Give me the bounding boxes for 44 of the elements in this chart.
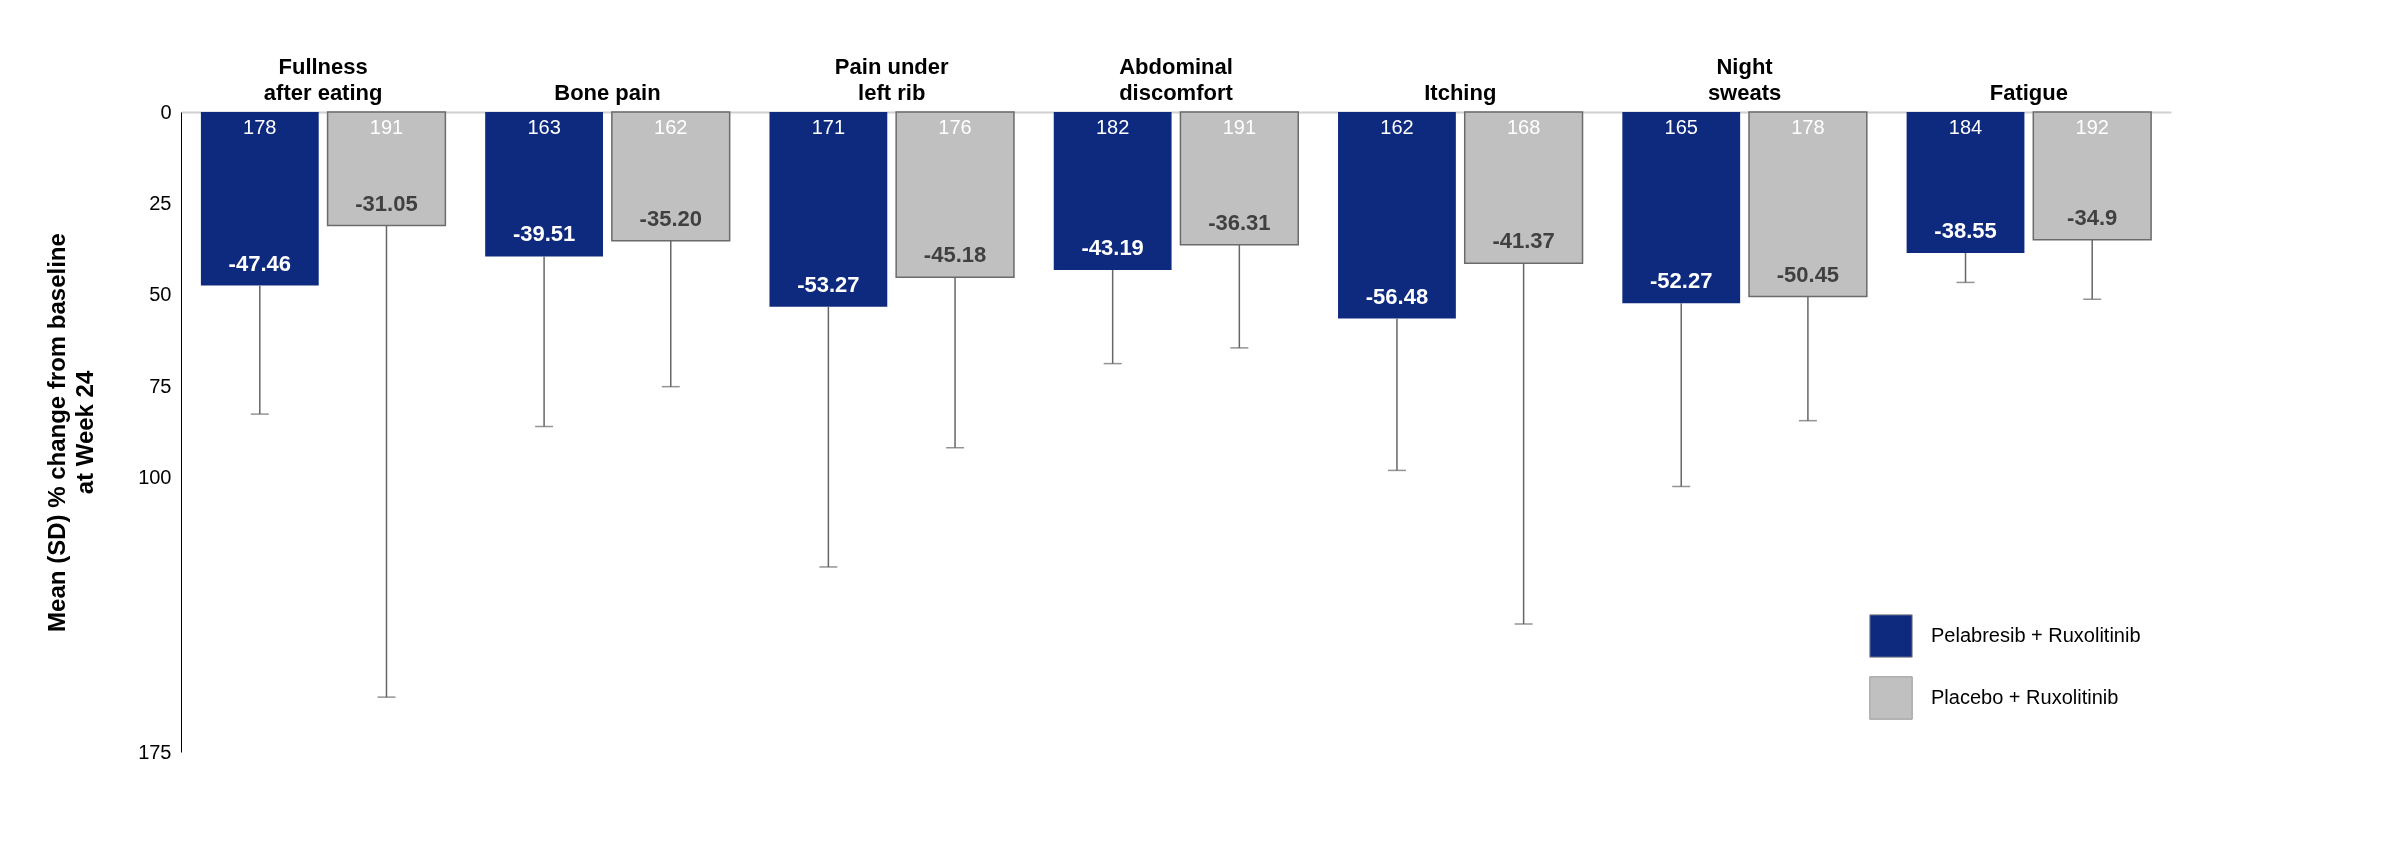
x-tick-label: Itching [1424, 79, 1497, 105]
data-label: -34.9 [2067, 204, 2118, 230]
y-tick-label: 75 [149, 374, 172, 397]
y-axis-title: Mean (SD) % change from baseline at Week 24 [43, 233, 99, 632]
x-tick-label: Fullness after eating [263, 53, 383, 105]
annotation: 162 [1380, 116, 1414, 138]
y-tick-label: 50 [149, 283, 172, 306]
x-tick-label: Pain under left rib [834, 53, 949, 105]
y-tick-label: 0 [160, 100, 172, 123]
annotation: 182 [1095, 116, 1130, 138]
data-label: -38.55 [1934, 217, 1997, 243]
data-label: -45.18 [923, 242, 987, 268]
x-tick-label: Fatigue [1989, 79, 2068, 105]
y-tick-label: 175 [138, 740, 172, 763]
annotation: 178 [243, 116, 277, 138]
x-tick-label: Abdominal discomfort [1119, 53, 1234, 105]
x-tick-label: Bone pain [554, 79, 661, 105]
data-label: -35.20 [639, 205, 702, 231]
data-label: -50.45 [1776, 261, 1840, 287]
annotation: 184 [1948, 116, 1983, 138]
annotation: 178 [1791, 116, 1825, 138]
data-label: -56.48 [1365, 283, 1429, 309]
data-label: -31.05 [355, 190, 418, 216]
data-label: -43.19 [1081, 234, 1144, 260]
legend-label: Pelabresib + Ruxolitinib [1931, 624, 2141, 646]
annotation: 171 [811, 116, 846, 138]
annotation: 176 [938, 116, 972, 138]
annotation: 192 [2075, 116, 2109, 138]
data-label: -41.37 [1492, 228, 1555, 254]
annotation: 162 [654, 116, 688, 138]
data-label: -39.51 [512, 221, 576, 247]
annotation: 191 [1222, 116, 1257, 138]
y-tick-label: 25 [149, 191, 172, 214]
y-tick-label: 100 [138, 466, 172, 489]
data-label: -53.27 [797, 271, 860, 297]
annotation: 165 [1664, 116, 1698, 138]
data-label: -47.46 [228, 250, 291, 276]
legend-label: Placebo + Ruxolitinib [1931, 686, 2119, 708]
data-label: -52.27 [1650, 268, 1713, 294]
data-label: -36.31 [1208, 209, 1271, 235]
x-tick-label: Night sweats [1707, 53, 1782, 105]
annotation: 168 [1506, 116, 1541, 138]
annotation: 191 [369, 116, 404, 138]
annotation: 163 [527, 116, 561, 138]
